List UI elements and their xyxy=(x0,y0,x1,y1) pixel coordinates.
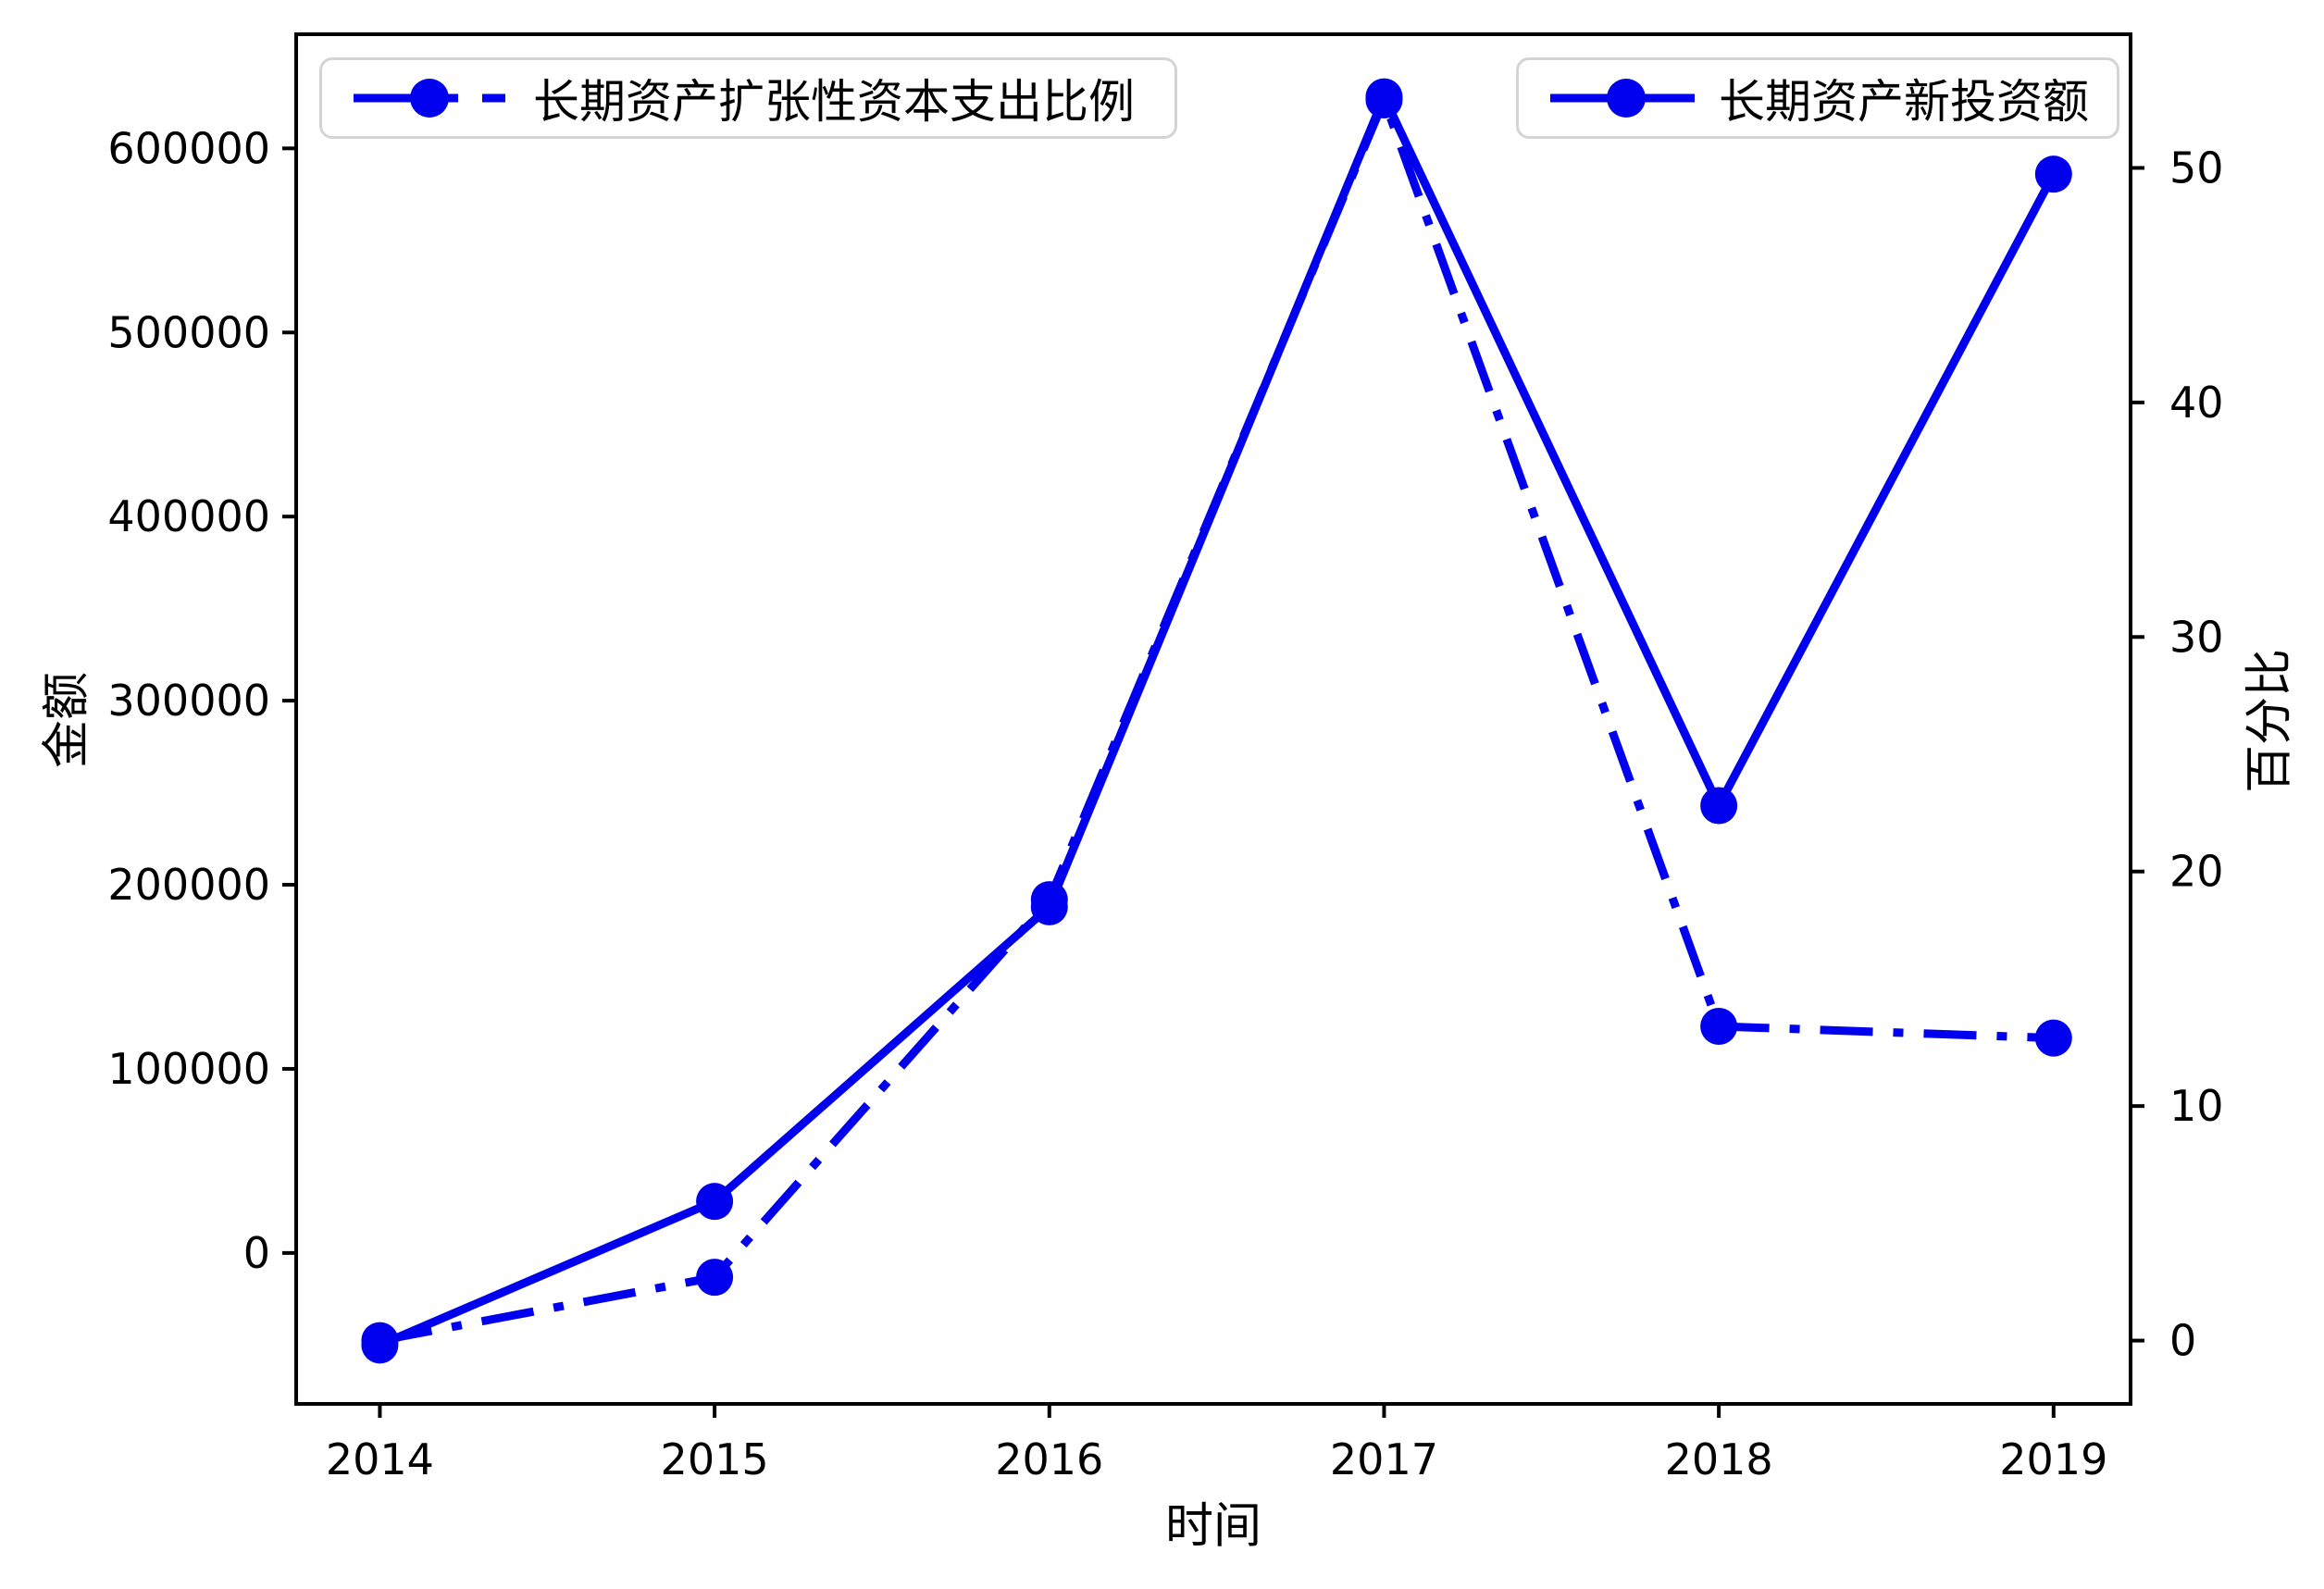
y-left-tick-label: 200000 xyxy=(107,860,270,910)
legend-new-investment: 长期资产新投资额 xyxy=(1516,57,2119,139)
x-tick-label: 2017 xyxy=(1330,1434,1438,1484)
y-axis-left-label: 金额 xyxy=(39,671,95,769)
y-right-tick-label: 50 xyxy=(2169,143,2224,192)
data-point-marker xyxy=(1365,78,1403,116)
series-markers-0 xyxy=(361,81,2072,1359)
series-line-1 xyxy=(378,86,2057,1349)
data-point-marker xyxy=(361,1326,399,1364)
data-point-marker xyxy=(696,1259,734,1297)
legend-capex-ratio: 长期资产扩张性资本支出比例 xyxy=(319,57,1177,139)
dashdot-line-marker-icon xyxy=(354,79,505,118)
y-right-tick-label: 30 xyxy=(2169,612,2224,662)
legend-label-capex-ratio: 长期资产扩张性资本支出比例 xyxy=(533,75,1135,129)
data-point-marker xyxy=(1030,888,1068,925)
y-right-tick-label: 40 xyxy=(2169,378,2224,428)
y-left-tick-label: 400000 xyxy=(107,491,270,541)
y-left-tick-label: 0 xyxy=(243,1228,270,1278)
data-point-marker xyxy=(1700,787,1738,825)
y-axis-right-label: 百分比 xyxy=(2242,648,2298,794)
y-left-tick-label: 600000 xyxy=(107,123,270,173)
series-line-0 xyxy=(379,88,2054,1345)
data-point-marker xyxy=(2034,1019,2072,1057)
x-tick-label: 2015 xyxy=(661,1434,769,1484)
y-right-tick-label: 0 xyxy=(2169,1316,2196,1366)
x-tick-label: 2018 xyxy=(1665,1434,1773,1484)
y-axis-right-ticks: 0 10 20 30 40 50 xyxy=(2131,143,2224,1366)
solid-line-marker-icon xyxy=(1550,79,1695,118)
x-axis-ticks: 2014 2015 2016 2017 2018 2019 xyxy=(326,1404,2107,1484)
y-axis-left-ticks: 0 100000 200000 300000 400000 500000 600000 xyxy=(107,123,296,1278)
plot-border xyxy=(294,32,2132,1406)
x-tick-label: 2019 xyxy=(1999,1434,2107,1484)
x-axis-label: 时间 xyxy=(1164,1498,1262,1555)
legend-label-new-investment: 长期资产新投资额 xyxy=(1719,75,2089,129)
y-right-tick-label: 20 xyxy=(2169,847,2224,897)
x-tick-label: 2014 xyxy=(326,1434,434,1484)
y-left-tick-label: 500000 xyxy=(107,307,270,357)
data-point-marker xyxy=(696,1183,734,1221)
y-right-tick-label: 10 xyxy=(2169,1081,2224,1131)
data-point-marker xyxy=(2034,155,2072,193)
y-left-tick-label: 300000 xyxy=(107,676,270,726)
series-markers-1 xyxy=(361,78,2072,1364)
y-left-tick-label: 100000 xyxy=(107,1044,270,1094)
data-point-marker xyxy=(1700,1007,1738,1045)
x-tick-label: 2016 xyxy=(995,1434,1103,1484)
